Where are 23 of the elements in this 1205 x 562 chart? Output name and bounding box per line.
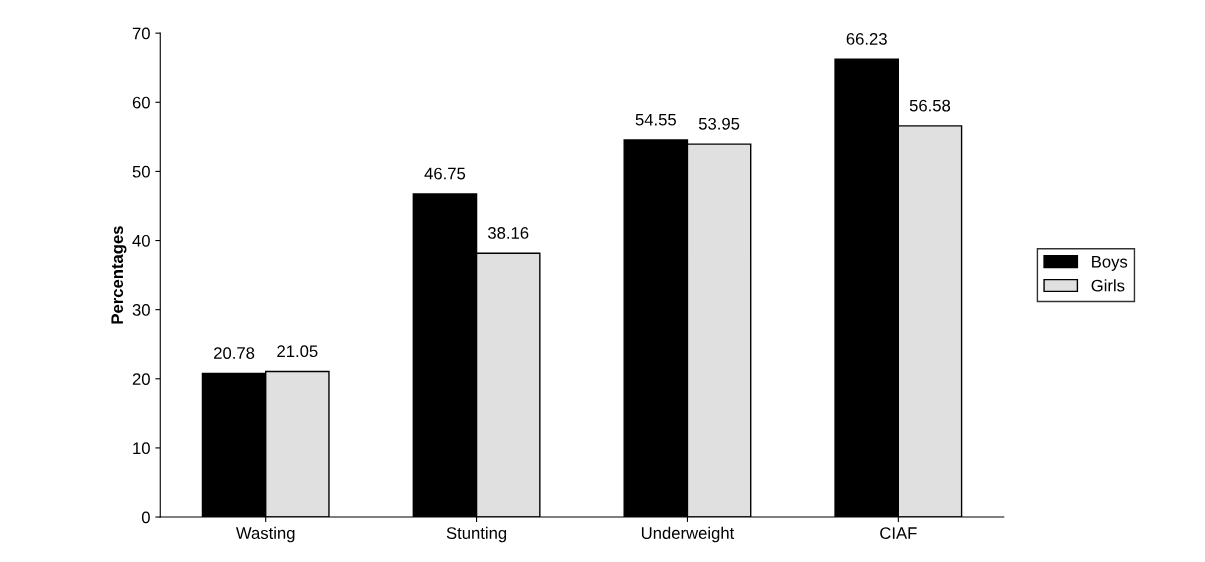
y-tick-label: 40 [132, 234, 150, 247]
x-tick-label: CIAF [880, 527, 917, 539]
y-tick-label: 50 [132, 165, 150, 178]
data-label: 53.95 [698, 117, 740, 130]
x-tick-label: Underweight [641, 526, 735, 543]
legend-label: Girls [1091, 279, 1125, 292]
y-tick-label: 70 [132, 27, 150, 40]
y-axis-title: Percentages [111, 226, 127, 324]
x-tick-label: Stunting [446, 526, 507, 543]
data-label: 38.16 [487, 227, 529, 239]
data-label: 54.55 [635, 113, 676, 126]
data-label: 20.78 [214, 347, 255, 359]
y-tick-label: 10 [133, 442, 150, 455]
data-label: 66.23 [846, 33, 887, 45]
y-tick-label: 60 [132, 96, 150, 109]
x-tick-label: Wasting [235, 526, 295, 543]
data-label: 46.75 [424, 167, 466, 180]
data-label: 56.58 [909, 99, 951, 112]
y-tick-label: 0 [141, 511, 150, 524]
data-label: 21.05 [277, 345, 318, 358]
legend-label: Boys [1092, 256, 1128, 271]
y-tick-label: 30 [132, 304, 150, 316]
y-tick-label: 20 [132, 373, 150, 385]
